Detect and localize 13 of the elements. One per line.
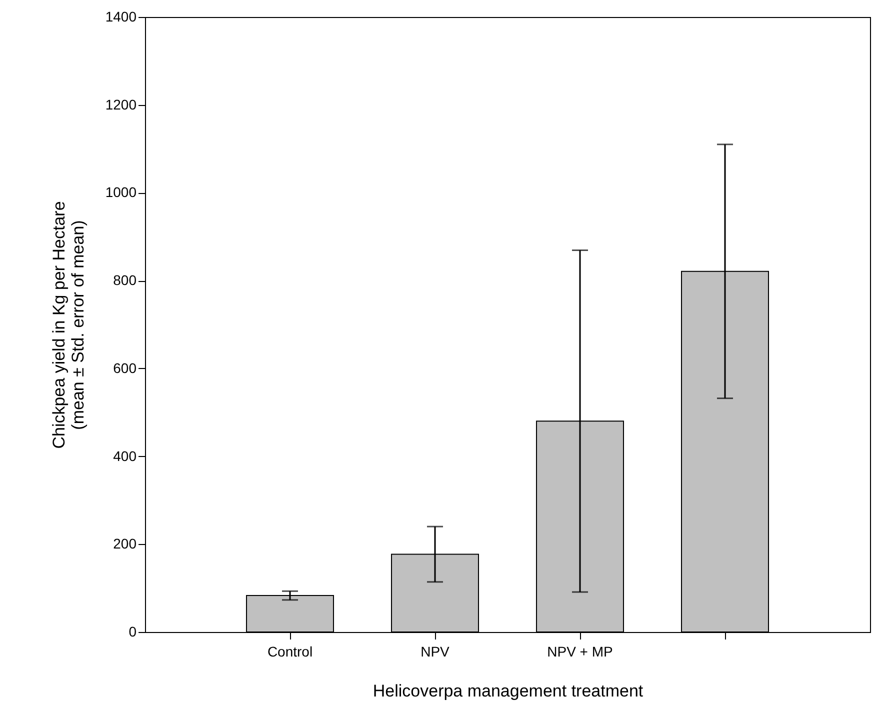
y-tick-label: 600 <box>113 360 137 376</box>
y-tick-label: 200 <box>113 536 137 552</box>
x-tick-label: NPV + MP <box>547 644 613 660</box>
y-tick-label: 0 <box>128 624 137 640</box>
y-tick-label: 1200 <box>105 96 137 112</box>
x-tick-label: NPV <box>420 644 450 660</box>
y-axis-title: Chickpea yield in Kg per Hectare (mean ± Std. error of mean) <box>49 201 88 449</box>
y-tick-label: 1000 <box>105 184 137 200</box>
x-tick-label: Control <box>267 644 313 660</box>
y-tick-label: 400 <box>113 448 137 464</box>
x-axis-title: Helicoverpa management treatment <box>372 682 644 700</box>
y-tick-label: 1400 <box>105 8 137 24</box>
y-tick-label: 800 <box>113 272 137 288</box>
